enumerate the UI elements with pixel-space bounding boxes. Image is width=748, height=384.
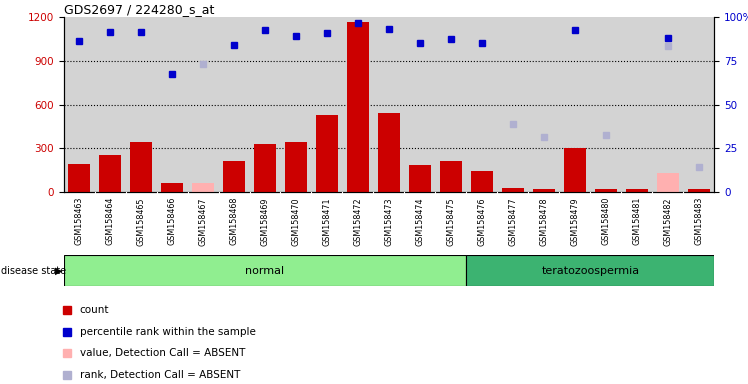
Text: GSM158466: GSM158466 bbox=[168, 197, 177, 245]
Text: ▶: ▶ bbox=[55, 266, 62, 276]
Text: GDS2697 / 224280_s_at: GDS2697 / 224280_s_at bbox=[64, 3, 214, 16]
Bar bbox=[192, 182, 214, 192]
Bar bbox=[440, 161, 462, 192]
FancyBboxPatch shape bbox=[64, 255, 467, 286]
Text: percentile rank within the sample: percentile rank within the sample bbox=[80, 327, 256, 337]
Text: GSM158478: GSM158478 bbox=[539, 197, 548, 246]
Text: value, Detection Call = ABSENT: value, Detection Call = ABSENT bbox=[80, 348, 245, 358]
Text: GSM158465: GSM158465 bbox=[137, 197, 146, 246]
Text: GSM158470: GSM158470 bbox=[292, 197, 301, 246]
Text: disease state: disease state bbox=[1, 266, 67, 276]
Bar bbox=[626, 189, 648, 192]
Bar bbox=[347, 22, 369, 192]
Text: GSM158463: GSM158463 bbox=[75, 197, 84, 245]
Text: GSM158482: GSM158482 bbox=[663, 197, 672, 246]
Bar bbox=[657, 173, 678, 192]
Bar bbox=[378, 113, 399, 192]
Text: GSM158469: GSM158469 bbox=[260, 197, 269, 246]
Bar bbox=[130, 142, 152, 192]
Text: normal: normal bbox=[245, 266, 284, 276]
Text: count: count bbox=[80, 305, 109, 315]
Bar bbox=[471, 171, 493, 192]
Bar bbox=[595, 189, 616, 192]
Text: GSM158474: GSM158474 bbox=[415, 197, 424, 246]
Text: rank, Detection Call = ABSENT: rank, Detection Call = ABSENT bbox=[80, 370, 240, 380]
Text: GSM158464: GSM158464 bbox=[105, 197, 114, 245]
Bar bbox=[688, 189, 710, 192]
Text: GSM158473: GSM158473 bbox=[384, 197, 393, 246]
Text: GSM158475: GSM158475 bbox=[447, 197, 456, 246]
Text: teratozoospermia: teratozoospermia bbox=[542, 266, 640, 276]
Text: GSM158481: GSM158481 bbox=[632, 197, 641, 245]
Bar bbox=[316, 115, 338, 192]
Bar bbox=[409, 165, 431, 192]
Text: GSM158476: GSM158476 bbox=[477, 197, 486, 246]
Bar bbox=[533, 189, 555, 192]
Text: GSM158472: GSM158472 bbox=[354, 197, 363, 246]
Text: GSM158477: GSM158477 bbox=[509, 197, 518, 246]
Bar bbox=[68, 164, 90, 192]
Bar bbox=[285, 142, 307, 192]
Bar bbox=[502, 188, 524, 192]
Text: GSM158467: GSM158467 bbox=[198, 197, 207, 246]
Bar bbox=[161, 183, 183, 192]
Bar bbox=[254, 144, 276, 192]
Text: GSM158468: GSM158468 bbox=[230, 197, 239, 245]
Text: GSM158480: GSM158480 bbox=[601, 197, 610, 245]
FancyBboxPatch shape bbox=[467, 255, 714, 286]
Text: GSM158479: GSM158479 bbox=[571, 197, 580, 246]
Text: GSM158483: GSM158483 bbox=[694, 197, 703, 245]
Bar bbox=[99, 155, 121, 192]
Bar bbox=[223, 161, 245, 192]
Text: GSM158471: GSM158471 bbox=[322, 197, 331, 246]
Bar bbox=[564, 147, 586, 192]
